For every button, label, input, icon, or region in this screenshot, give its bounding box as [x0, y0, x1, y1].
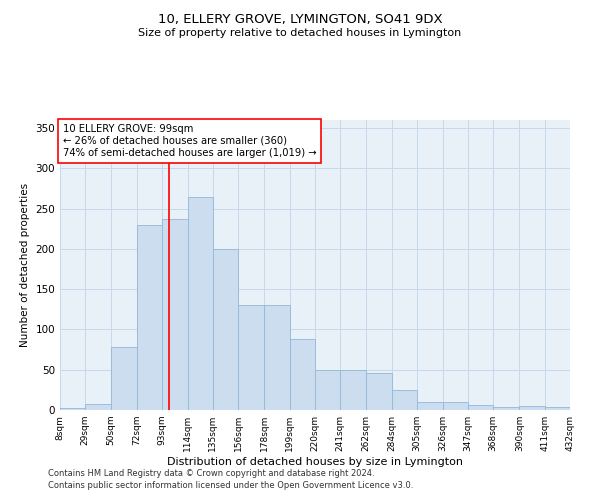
- Y-axis label: Number of detached properties: Number of detached properties: [20, 183, 30, 347]
- Text: 10, ELLERY GROVE, LYMINGTON, SO41 9DX: 10, ELLERY GROVE, LYMINGTON, SO41 9DX: [158, 12, 442, 26]
- Bar: [468, 405, 493, 410]
- Bar: [85, 404, 110, 410]
- Bar: [187, 196, 213, 410]
- Bar: [545, 407, 570, 410]
- Bar: [520, 406, 545, 410]
- Text: 10 ELLERY GROVE: 99sqm
← 26% of detached houses are smaller (360)
74% of semi-de: 10 ELLERY GROVE: 99sqm ← 26% of detached…: [62, 124, 316, 158]
- Bar: [417, 402, 443, 410]
- Bar: [315, 370, 340, 410]
- Text: Contains public sector information licensed under the Open Government Licence v3: Contains public sector information licen…: [48, 481, 413, 490]
- Bar: [290, 339, 315, 410]
- Bar: [238, 306, 265, 410]
- Text: Size of property relative to detached houses in Lymington: Size of property relative to detached ho…: [139, 28, 461, 38]
- Bar: [392, 390, 417, 410]
- Bar: [162, 219, 187, 410]
- Text: Contains HM Land Registry data © Crown copyright and database right 2024.: Contains HM Land Registry data © Crown c…: [48, 468, 374, 477]
- X-axis label: Distribution of detached houses by size in Lymington: Distribution of detached houses by size …: [167, 457, 463, 467]
- Bar: [443, 402, 468, 410]
- Bar: [137, 224, 162, 410]
- Bar: [265, 306, 290, 410]
- Bar: [340, 370, 365, 410]
- Bar: [213, 249, 238, 410]
- Bar: [365, 373, 392, 410]
- Bar: [110, 347, 137, 410]
- Bar: [60, 408, 85, 410]
- Bar: [493, 407, 520, 410]
